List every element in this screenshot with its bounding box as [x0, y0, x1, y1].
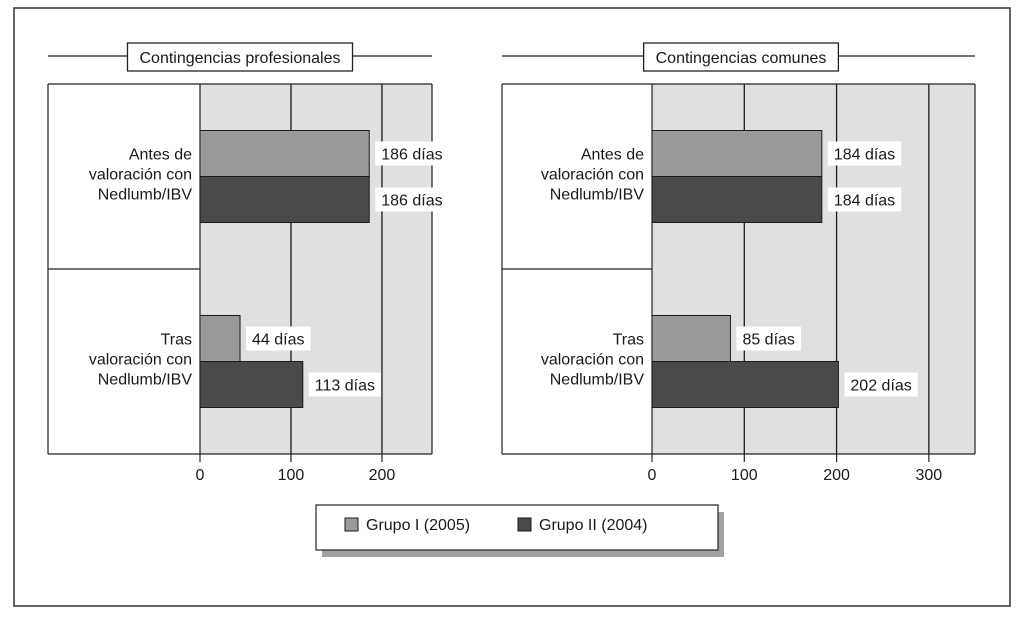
- bar: [199, 361, 304, 408]
- legend-label: Grupo I (2005): [366, 517, 470, 534]
- category-label: Tras: [613, 332, 644, 349]
- tick-label: 100: [731, 467, 758, 484]
- data-label-background: [375, 141, 449, 166]
- tick-label: 200: [823, 467, 850, 484]
- category-label: Antes de: [581, 147, 644, 164]
- category-label: Antes de: [129, 147, 192, 164]
- category-label: valoración con: [89, 167, 192, 184]
- data-label-background: [844, 372, 918, 397]
- legend: Grupo I (2005) Grupo II (2004): [315, 504, 724, 557]
- title-box: [126, 42, 354, 72]
- tick-label: 0: [196, 467, 205, 484]
- legend-swatch: [344, 517, 359, 532]
- tick-label: 0: [648, 467, 657, 484]
- charts-group: Contingencias profesionales Antes de valor…: [47, 42, 976, 484]
- category-label: valoración con: [541, 167, 644, 184]
- data-label-background: [736, 326, 801, 351]
- bar: [651, 130, 823, 177]
- bar: [199, 315, 241, 362]
- bar: [651, 176, 823, 223]
- data-label-background: [246, 326, 311, 351]
- data-label-background: [308, 372, 382, 397]
- legend-label: Grupo II (2004): [539, 517, 648, 534]
- category-label: Nedlumb/IBV: [98, 372, 193, 389]
- data-label: 113 días: [315, 378, 375, 395]
- data-label: 184 días: [834, 147, 895, 164]
- chart-panel-1: Contingencias profesionales Antes de valor…: [47, 42, 449, 484]
- data-label: 184 días: [834, 193, 895, 210]
- category-label: Nedlumb/IBV: [98, 187, 193, 204]
- data-label: 186 días: [381, 193, 442, 210]
- data-label-background: [827, 187, 902, 212]
- data-label: 85 días: [742, 332, 794, 349]
- data-label-background: [827, 141, 902, 166]
- data-label: 202 días: [850, 378, 911, 395]
- data-label: 186 días: [381, 147, 442, 164]
- bar: [651, 315, 731, 362]
- category-label: Nedlumb/IBV: [550, 187, 645, 204]
- bar: [199, 176, 370, 223]
- tick-label: 100: [278, 467, 305, 484]
- title-box: [642, 42, 840, 72]
- chart-panel-2: Contingencias comunes Antes de valoración …: [501, 42, 976, 484]
- data-label: 44 días: [252, 332, 304, 349]
- legend-box: [315, 504, 719, 551]
- legend-swatch: [517, 517, 532, 532]
- tick-label: 200: [369, 467, 396, 484]
- bar: [651, 361, 839, 408]
- category-label: valoración con: [541, 352, 644, 369]
- chart-title: Contingencias profesionales: [139, 50, 340, 67]
- data-label-background: [375, 187, 449, 212]
- category-label: Nedlumb/IBV: [550, 372, 645, 389]
- chart-title: Contingencias comunes: [656, 50, 827, 67]
- tick-label: 300: [916, 467, 943, 484]
- category-label: Tras: [161, 332, 192, 349]
- category-label: valoración con: [89, 352, 192, 369]
- bar: [199, 130, 370, 177]
